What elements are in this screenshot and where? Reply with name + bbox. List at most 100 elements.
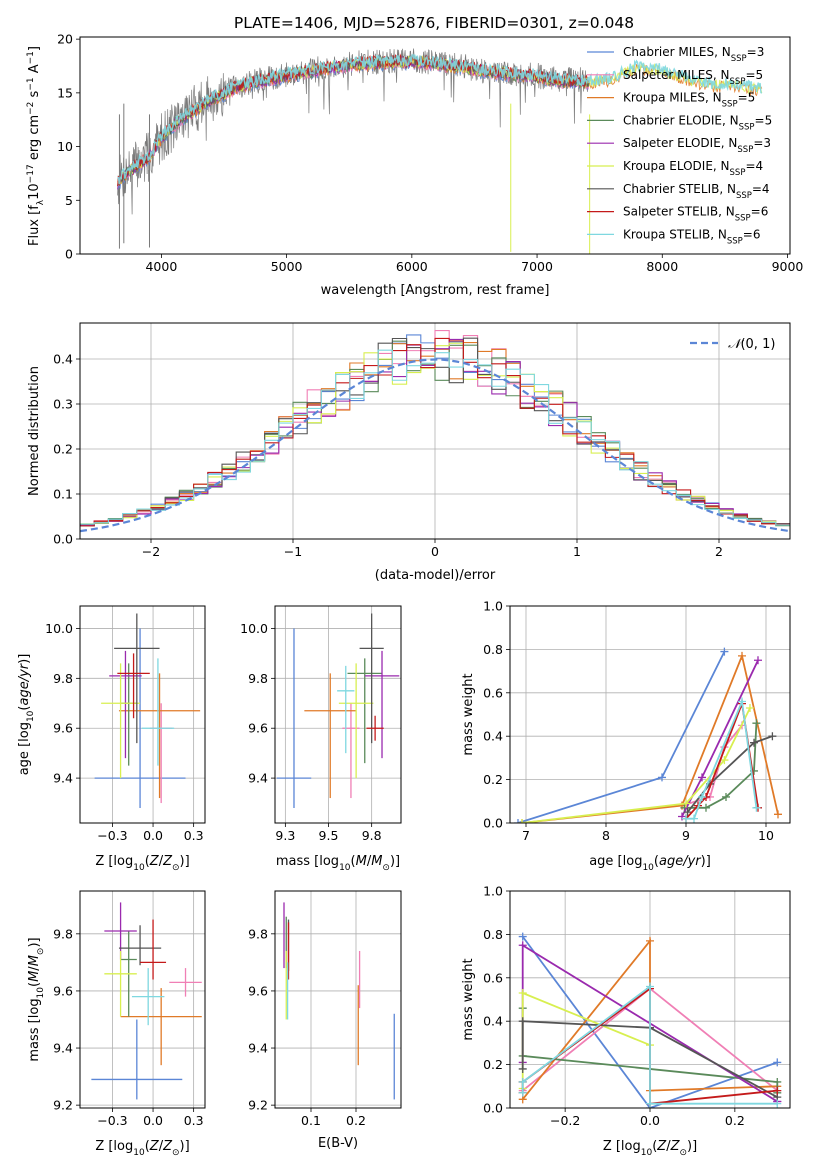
- y-tick-label: 0.8: [483, 642, 503, 657]
- x-axis-label: Z [log10(Z/Z⊙)]: [95, 854, 189, 873]
- x-tick-label: 1: [573, 544, 581, 559]
- x-tick-label: 0.1: [301, 1113, 321, 1128]
- y-tick-label: 10.0: [240, 621, 268, 636]
- x-tick-label: 9.8: [362, 828, 382, 843]
- mass-weight-marker: [682, 799, 690, 808]
- x-tick-label: 9.5: [319, 828, 339, 843]
- mass-weight-marker: [773, 1086, 782, 1095]
- y-tick-label: 20: [57, 32, 73, 47]
- y-tick-label: 0.4: [53, 352, 73, 367]
- age-vs-metallicity-panel: −0.3 0.0 0.3 9.4 9.6 9.8 10.0 Z [log10(Z/Z⊙)] ag…: [17, 605, 206, 873]
- y-tick-label: 0.8: [483, 927, 503, 942]
- mass-vs-metallicity-panel-plot-area: [91, 902, 202, 1100]
- legend-entry: Salpeter ELODIE, NSSP=3: [623, 136, 771, 155]
- mass-weight-line: [521, 1020, 778, 1098]
- x-axis-label: (data-model)/error: [375, 568, 496, 583]
- legend-entry: 𝒩(0, 1): [728, 337, 775, 352]
- y-tick-label: 0.6: [483, 685, 503, 700]
- x-tick-label: 0: [431, 544, 439, 559]
- y-tick-label: 0.4: [483, 729, 503, 744]
- y-tick-label: 9.8: [53, 671, 73, 686]
- legend-entry: Chabrier ELODIE, NSSP=5: [623, 113, 772, 132]
- mass-weight-vs-metallicity-panel-axes: −0.2 0.0 0.2 0.0 0.2 0.4 0.6 0.8 1.0 Z [log10(Z/Z…: [461, 884, 791, 1158]
- mass-weight-marker: [698, 773, 706, 782]
- y-tick-label: 9.8: [248, 926, 268, 941]
- legend-entry: Salpeter STELIB, NSSP=6: [623, 205, 768, 224]
- y-axis-label: Normed distribution: [27, 366, 42, 496]
- x-tick-label: −0.2: [550, 1113, 580, 1128]
- x-tick-label: 7000: [521, 259, 553, 274]
- mass-weight-line: [521, 652, 779, 823]
- y-tick-label: 1.0: [483, 884, 503, 899]
- y-tick-label: 0.4: [483, 1014, 503, 1029]
- x-tick-label: 0.3: [184, 1113, 204, 1128]
- mass-weight-marker: [746, 703, 754, 712]
- legend-entry: Salpeter MILES, NSSP=5: [623, 68, 763, 87]
- legend-entry: Kroupa MILES, NSSP=5: [623, 91, 755, 110]
- y-tick-label: 9.6: [53, 983, 73, 998]
- mass-weight-marker: [518, 1064, 527, 1073]
- x-tick-label: 2: [715, 544, 723, 559]
- x-tick-label: −2: [142, 544, 160, 559]
- y-tick-label: 9.8: [248, 671, 268, 686]
- y-tick-label: 9.8: [53, 926, 73, 941]
- y-axis-label: age [log10(age/yr)]: [17, 654, 36, 776]
- x-tick-label: 4000: [145, 259, 177, 274]
- x-axis-label: Z [log10(Z/Z⊙)]: [95, 1139, 189, 1158]
- mass-weight-line: [517, 651, 726, 823]
- age-vs-metallicity-panel-plot-area: [94, 613, 201, 809]
- y-tick-label: 0.2: [483, 1057, 503, 1072]
- mass-weight-marker: [698, 792, 706, 801]
- residual-panel: −2 −1 0 1 2 0.0 0.1 0.2 0.3 0.4 𝒩(0, 1) (data-model…: [27, 322, 791, 583]
- mass-weight-marker: [518, 1088, 527, 1097]
- x-tick-label: 7: [522, 828, 530, 843]
- normal-reference-curve: [80, 358, 790, 533]
- mass-weight-marker: [518, 819, 526, 823]
- mass-weight-marker: [773, 1077, 782, 1086]
- y-tick-label: 0: [65, 247, 73, 262]
- mass-weight-marker: [720, 756, 729, 765]
- y-axis-label: Flux [fλ10−17 erg cm−2 s−1 A−1]: [26, 46, 46, 246]
- y-tick-label: 0.0: [483, 1101, 503, 1116]
- x-tick-label: 0.3: [184, 828, 204, 843]
- x-axis-label: age [log10(age/yr)]: [589, 854, 711, 873]
- x-tick-label: 0.0: [640, 1113, 660, 1128]
- x-tick-label: 8: [602, 828, 610, 843]
- mass-weight-marker: [768, 732, 777, 741]
- y-tick-label: 9.6: [53, 721, 73, 736]
- mass-weight-line: [521, 707, 751, 823]
- mass-weight-marker: [773, 1058, 782, 1067]
- x-axis-label: E(B-V): [318, 1136, 358, 1151]
- age-vs-mass-panel: 9.3 9.5 9.8 9.4 9.6 9.8 10.0 mass [log10(M/M⊙)]: [240, 605, 402, 873]
- y-tick-label: 9.4: [248, 771, 268, 786]
- mass-weight-marker: [752, 803, 761, 812]
- chart-layer: 4000 5000 6000 7000 8000 900005101520Chabrier…: [17, 32, 803, 1158]
- mass-weight-line: [686, 735, 773, 813]
- age-vs-mass-panel-plot-area: [276, 613, 400, 809]
- residual-panel-plot-area: [80, 329, 790, 533]
- mass-weight-marker: [773, 1099, 782, 1108]
- mass-weight-vs-age-panel: 7 8 9 10 0.0 0.2 0.4 0.6 0.8 1.0 age [log10(age/yr…: [461, 599, 791, 873]
- mass-weight-vs-metallicity-panel: −0.2 0.0 0.2 0.0 0.2 0.4 0.6 0.8 1.0 Z [log10(Z/Z…: [461, 884, 791, 1158]
- y-tick-label: 5: [65, 193, 73, 208]
- y-tick-label: 0.0: [53, 532, 73, 547]
- mass-weight-marker: [752, 719, 761, 728]
- y-tick-label: 10.0: [45, 621, 73, 636]
- mass-weight-line: [521, 984, 778, 1105]
- mass-weight-marker: [682, 814, 690, 823]
- y-tick-label: 0.2: [53, 442, 73, 457]
- y-tick-label: 9.6: [248, 721, 268, 736]
- legend-entry: Kroupa ELODIE, NSSP=4: [623, 159, 763, 178]
- axes-frame: [79, 890, 206, 1109]
- x-axis-label: wavelength [Angstrom, rest frame]: [321, 283, 550, 298]
- mass-weight-marker: [750, 738, 758, 747]
- mass-weight-marker: [754, 656, 762, 665]
- mass-vs-metallicity-panel-axes: −0.3 0.0 0.3 9.2 9.4 9.6 9.8 Z [log10(Z/Z⊙)] mas…: [27, 890, 206, 1158]
- mass-vs-metallicity-panel: −0.3 0.0 0.3 9.2 9.4 9.6 9.8 Z [log10(Z/Z⊙)] mas…: [27, 890, 206, 1158]
- mass-weight-marker: [646, 936, 654, 945]
- mass-weight-vs-metallicity-panel-plot-area: [518, 932, 782, 1108]
- mass-weight-line: [681, 724, 743, 807]
- age-vs-metallicity-panel-axes: −0.3 0.0 0.3 9.4 9.6 9.8 10.0 Z [log10(Z/Z⊙)] ag…: [17, 605, 206, 873]
- x-tick-label: 0.0: [143, 828, 163, 843]
